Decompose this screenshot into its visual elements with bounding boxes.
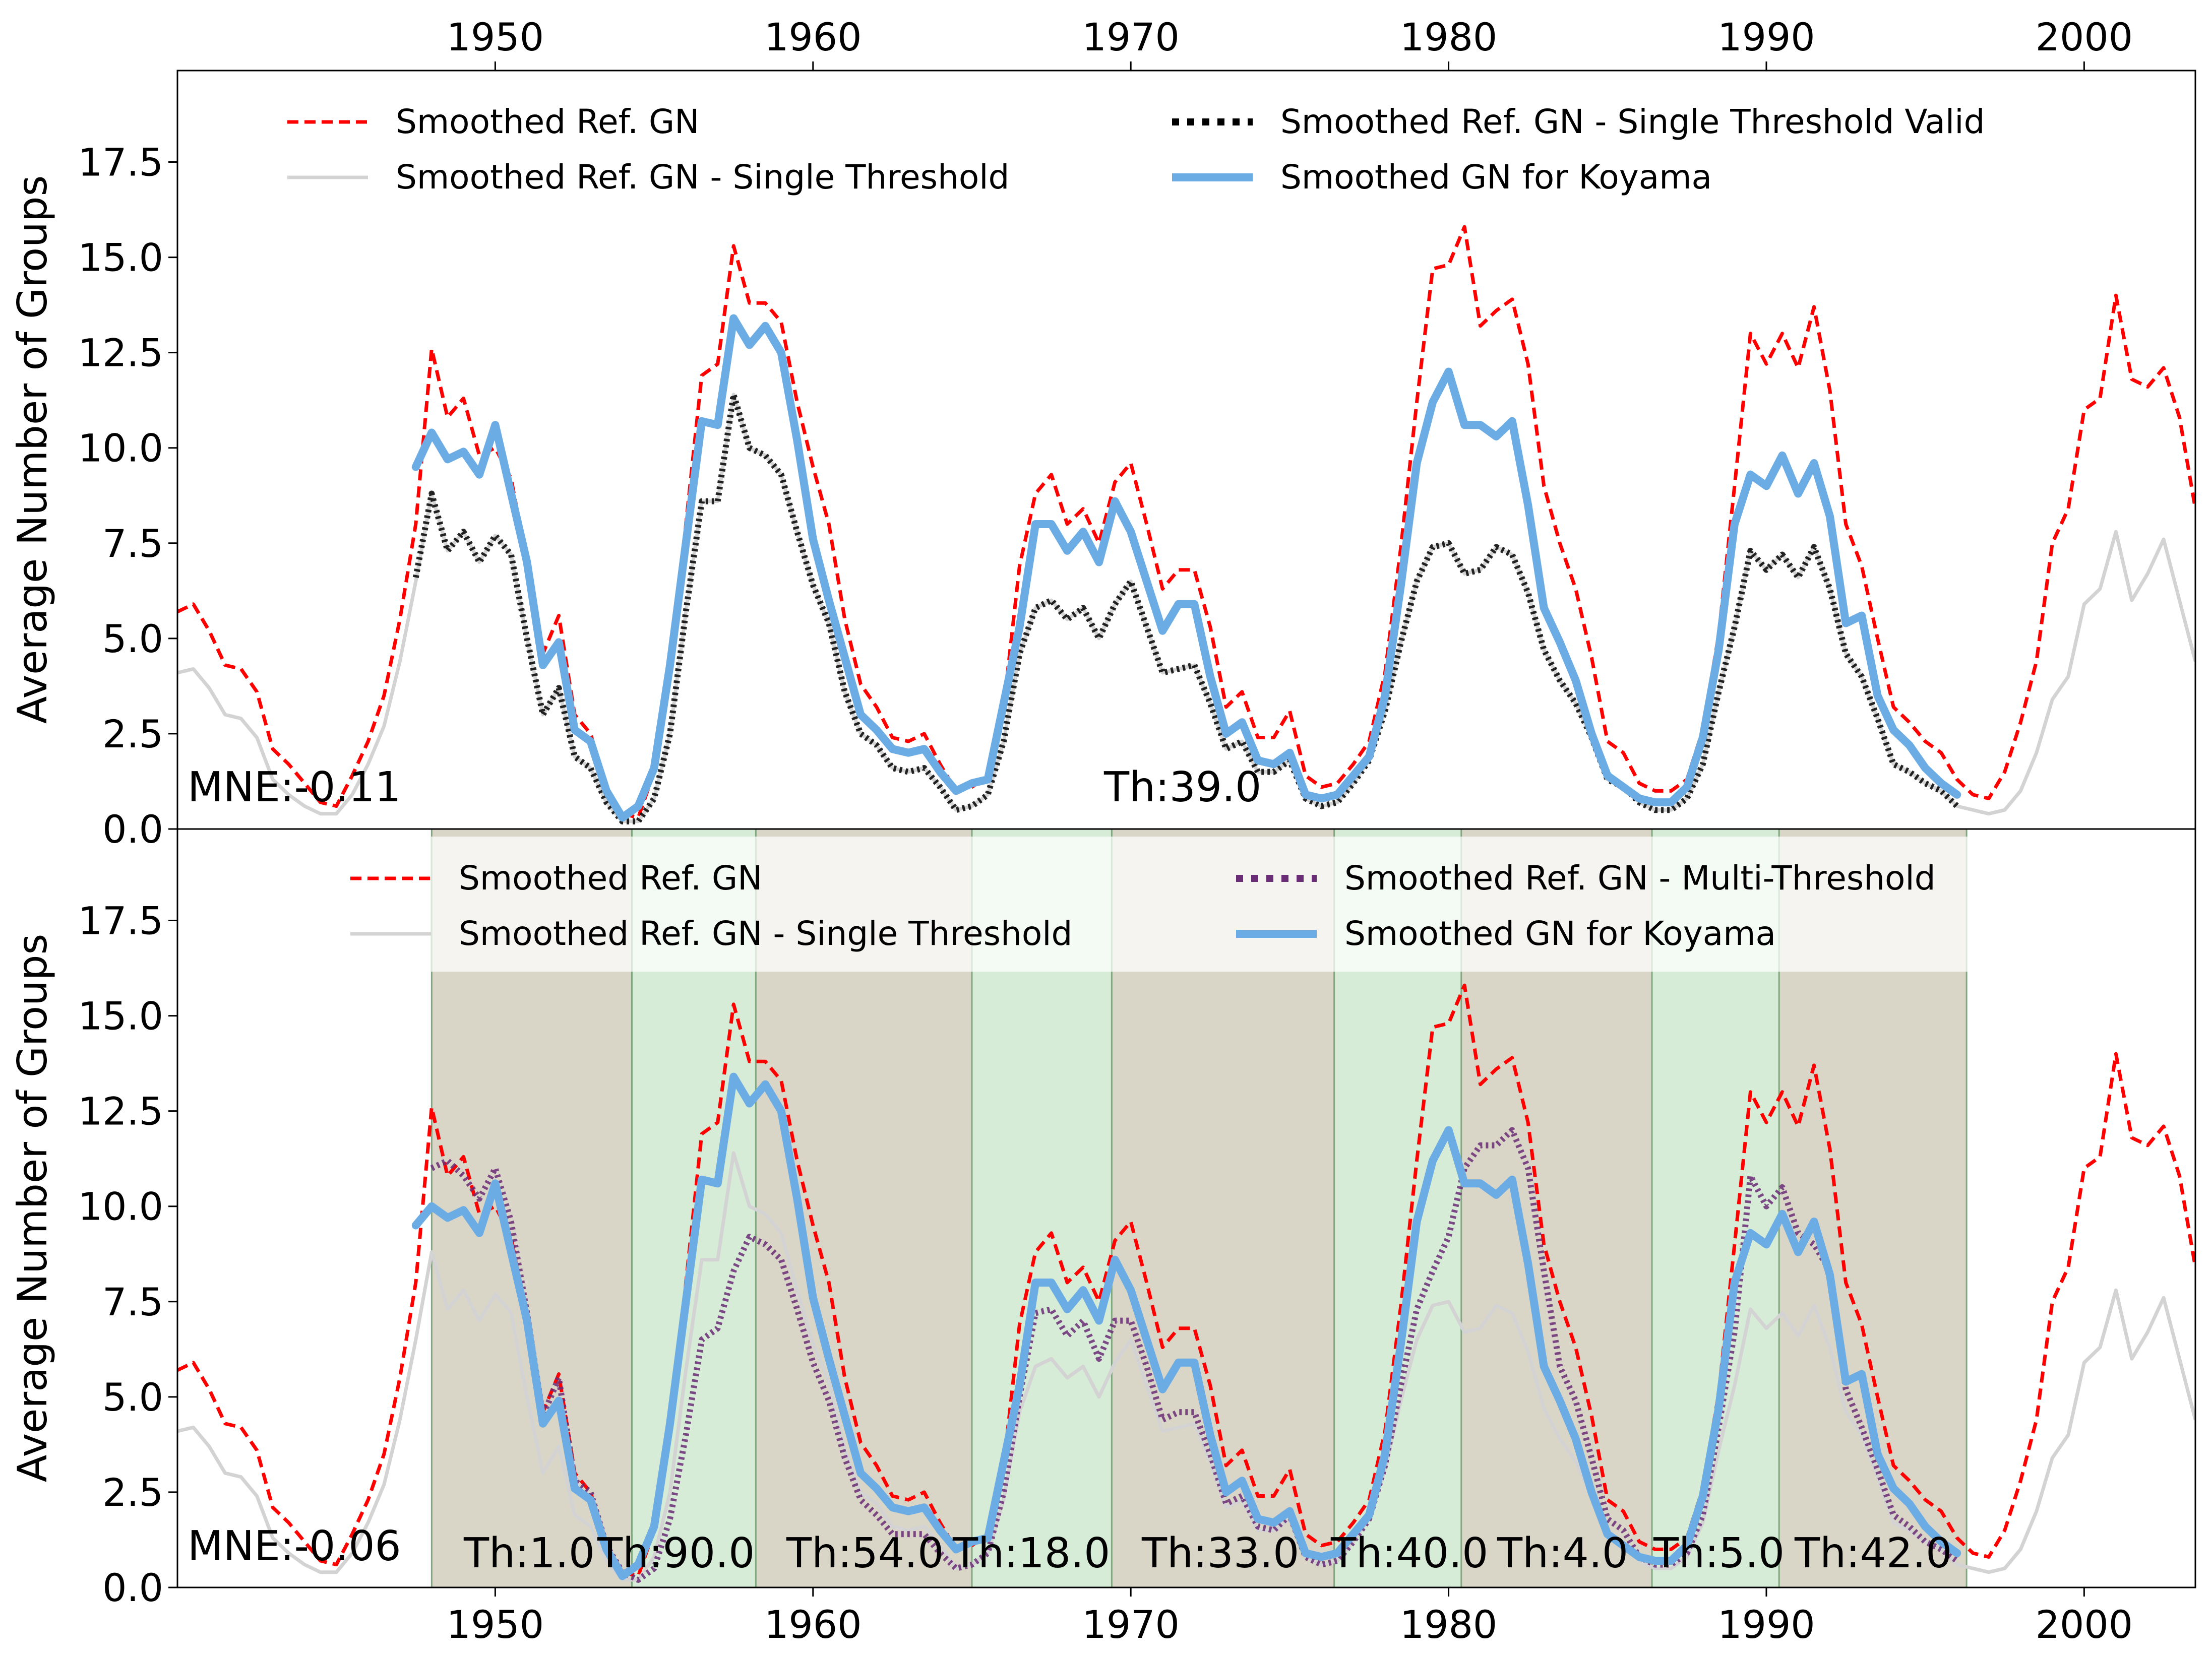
series-line-smoothed-gn-for-koyama	[411, 314, 1961, 822]
bottom-panel-legend: Smoothed Ref. GN Smoothed Ref. GN - Sing…	[350, 837, 1974, 972]
bottom-panel-mne-annotation: MNE:-0.06	[188, 1522, 401, 1570]
y-tick-label-12-5: 12.5	[78, 1089, 163, 1134]
threshold-label-5: Th:33.0	[1141, 1530, 1299, 1577]
x-tick-label-2000: 2000	[2036, 15, 2133, 59]
legend-label-koyama: Smoothed GN for Koyama	[1280, 158, 1712, 197]
bottom-legend-box	[431, 837, 1974, 972]
y-tick-label-0-0: 0.0	[102, 807, 163, 852]
legend-label-koyama: Smoothed GN for Koyama	[1344, 914, 1776, 953]
top-panel: 0.0 2.5 5.0 7.5 10.0 12.5 15.0 17.5 1950 1960 197…	[9, 15, 2196, 852]
y-tick-label-15-0: 15.0	[78, 994, 163, 1039]
threshold-label-7: Th:4.0	[1497, 1530, 1628, 1577]
y-tick-label-10-0: 10.0	[78, 1184, 163, 1229]
top-panel-y-axis-label: Average Number of Groups	[9, 175, 56, 724]
y-tick-label-7-5: 7.5	[102, 521, 163, 566]
top-panel-threshold-annotation: Th:39.0	[1103, 763, 1261, 811]
legend-label-single-threshold-valid: Smoothed Ref. GN - Single Threshold Vali…	[1280, 102, 1985, 141]
top-panel-series	[177, 225, 2195, 824]
bottom-panel-y-ticks: 0.0 2.5 5.0 7.5 10.0 12.5 15.0 17.5	[78, 899, 177, 1610]
series-line-smoothed-ref-gn-multi-threshold	[430, 1127, 1959, 1583]
y-tick-label-0-0: 0.0	[102, 1565, 163, 1610]
top-panel-x-ticks: 1950 1960 1970 1980 1990 2000	[447, 15, 2133, 71]
x-tick-label-1980: 1980	[1400, 15, 1497, 59]
x-tick-label-1970: 1970	[1082, 15, 1179, 59]
threshold-label-6: Th:40.0	[1330, 1530, 1488, 1577]
threshold-label-8: Th:5.0	[1653, 1530, 1785, 1577]
legend-label-ref-gn: Smoothed Ref. GN	[459, 859, 763, 898]
x-tick-label-1950: 1950	[447, 15, 544, 59]
series-line-smoothed-ref-gn-single-threshold-valid	[412, 391, 1959, 824]
y-tick-label-17-5: 17.5	[78, 899, 163, 943]
series-line-smoothed-gn-for-koyama	[411, 1072, 1961, 1580]
top-panel-y-ticks: 0.0 2.5 5.0 7.5 10.0 12.5 15.0 17.5	[78, 140, 177, 852]
x-tick-label-1960: 1960	[764, 15, 862, 59]
y-tick-label-5-0: 5.0	[102, 616, 163, 661]
threshold-label-2: Th:90.0	[597, 1530, 755, 1577]
bottom-panel-y-axis-label: Average Number of Groups	[9, 934, 56, 1483]
y-tick-label-2-5: 2.5	[102, 1470, 163, 1515]
threshold-label-3: Th:54.0	[786, 1530, 944, 1577]
legend-label-ref-gn: Smoothed Ref. GN	[396, 102, 700, 141]
legend-label-single-threshold: Smoothed Ref. GN - Single Threshold	[396, 158, 1009, 197]
bottom-panel-series	[177, 983, 2195, 1583]
y-tick-label-5-0: 5.0	[102, 1375, 163, 1420]
series-line-smoothed-ref-gn-single-threshold	[177, 1151, 2195, 1582]
x-tick-label-1950: 1950	[447, 1602, 544, 1647]
x-tick-label-1970: 1970	[1082, 1602, 1179, 1647]
y-tick-label-7-5: 7.5	[102, 1280, 163, 1324]
y-tick-label-10-0: 10.0	[78, 426, 163, 471]
x-tick-label-1960: 1960	[764, 1602, 862, 1647]
y-tick-label-2-5: 2.5	[102, 712, 163, 756]
legend-label-multi-threshold: Smoothed Ref. GN - Multi-Threshold	[1344, 859, 1936, 898]
bottom-panel-threshold-labels: Th:1.0 Th:90.0 Th:54.0 Th:18.0 Th:33.0 T…	[463, 1530, 1952, 1577]
bottom-panel-frame	[176, 828, 2196, 1588]
x-tick-label-1990: 1990	[1717, 1602, 1815, 1647]
top-panel-legend: Smoothed Ref. GN Smoothed Ref. GN - Sing…	[287, 102, 1985, 197]
threshold-label-1: Th:1.0	[463, 1530, 595, 1577]
bottom-panel-x-ticks: 1950 1960 1970 1980 1990 2000	[447, 1587, 2133, 1647]
y-tick-label-15-0: 15.0	[78, 235, 163, 280]
top-panel-mne-annotation: MNE:-0.11	[188, 763, 401, 811]
x-tick-label-1980: 1980	[1400, 1602, 1497, 1647]
legend-label-single-threshold: Smoothed Ref. GN - Single Threshold	[459, 914, 1072, 953]
threshold-label-4: Th:18.0	[952, 1530, 1110, 1577]
y-tick-label-17-5: 17.5	[78, 140, 163, 185]
x-tick-label-2000: 2000	[2036, 1602, 2133, 1647]
x-tick-label-1990: 1990	[1717, 15, 1815, 59]
y-tick-label-12-5: 12.5	[78, 331, 163, 375]
bottom-panel: Smoothed Ref. GN Smoothed Ref. GN - Sing…	[9, 828, 2196, 1647]
threshold-label-9: Th:42.0	[1794, 1530, 1952, 1577]
